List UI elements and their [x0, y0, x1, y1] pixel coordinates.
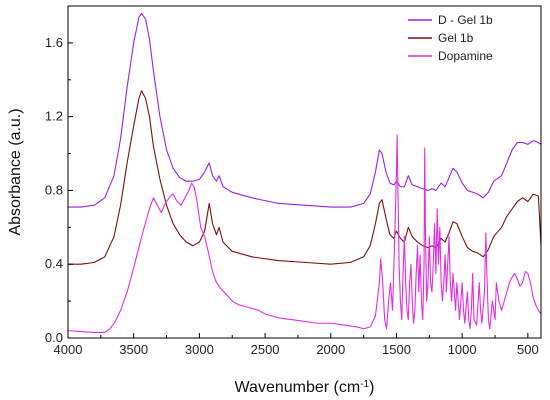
x-axis-title-main: Wavenumber (cm: [235, 379, 361, 396]
x-tick-label: 3500: [119, 342, 148, 357]
y-tick-label: 1.2: [45, 109, 63, 124]
x-tick-label: 500: [517, 342, 539, 357]
y-axis-ticks: 0.0 0.4 0.8 1.2 1.6: [45, 5, 73, 345]
x-tick-label: 1500: [382, 342, 411, 357]
legend-label: Dopamine: [438, 49, 493, 63]
y-tick-label: 0.8: [45, 182, 63, 197]
series-line-d-gel-1b: [68, 12, 541, 208]
x-tick-label: 2500: [251, 342, 280, 357]
x-tick-label: 1000: [448, 342, 477, 357]
legend: D - Gel 1b Gel 1b Dopamine: [408, 13, 493, 63]
series-line-gel-1b: [68, 90, 541, 265]
x-tick-label: 3000: [185, 342, 214, 357]
x-axis-ticks: 4000 3500 3000 2500 2000 1500 1000 500: [54, 333, 539, 357]
x-axis-title-end: ): [369, 379, 374, 396]
y-tick-label: 0.4: [45, 256, 63, 271]
legend-label: D - Gel 1b: [438, 13, 493, 27]
legend-label: Gel 1b: [438, 31, 474, 45]
y-tick-label: 0.0: [45, 330, 63, 345]
series-layer: [68, 12, 541, 334]
y-axis-title: Absorbance (a.u.): [7, 108, 24, 235]
x-axis-title: Wavenumber (cm-1): [235, 379, 375, 397]
y-tick-label: 1.6: [45, 35, 63, 50]
x-tick-label: 2000: [316, 342, 345, 357]
x-axis-title-sup: -1: [360, 379, 369, 390]
series-line-dopamine: [68, 134, 541, 334]
plot-frame: [67, 5, 542, 339]
x-tick-label: 4000: [54, 342, 83, 357]
